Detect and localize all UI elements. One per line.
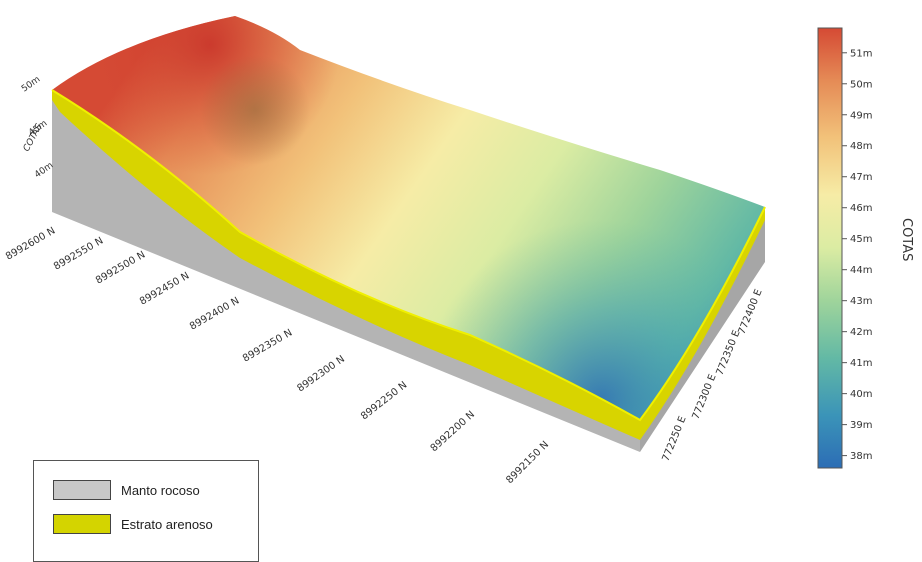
- bedrock-front-face: [52, 98, 640, 452]
- north-axis-tick: 8992450 N: [138, 270, 191, 307]
- legend-swatch-sand: [53, 514, 111, 534]
- colorbar-ramp: [817, 27, 843, 469]
- legend-label-sand: Estrato arenoso: [121, 516, 213, 532]
- colorbar-tick-label: 44m: [850, 265, 872, 276]
- surface-shade-bowl: [52, 16, 765, 420]
- east-axis-tick: 772250 E: [661, 415, 689, 463]
- east-axis-tick: 772350 E: [715, 329, 743, 377]
- colorbar-tick-label: 45m: [850, 234, 872, 245]
- colorbar-tick-label: 50m: [850, 79, 872, 90]
- north-axis-tick: 8992400 N: [188, 295, 241, 332]
- colorbar-tick-label: 49m: [850, 110, 872, 121]
- legend-swatch-bedrock: [53, 480, 111, 500]
- colorbar-tick-label: 40m: [850, 389, 872, 400]
- colorbar-tick-label: 42m: [850, 327, 872, 338]
- colorbar-tick-label: 48m: [850, 141, 872, 152]
- north-axis-tick: 8992300 N: [295, 354, 347, 395]
- north-axis-tick: 8992200 N: [429, 409, 477, 454]
- z-axis-title: COTAS: [22, 122, 45, 153]
- sand-front-band: [52, 90, 640, 440]
- colorbar-tick-label: 41m: [850, 358, 872, 369]
- colorbar-tick-label: 46m: [850, 203, 872, 214]
- north-axis-tick: 8992550 N: [52, 235, 105, 272]
- north-axis-tick: 8992150 N: [504, 439, 551, 486]
- north-axis-tick: 8992350 N: [241, 327, 294, 364]
- z-axis: 50m 45m 40m COTAS: [20, 75, 55, 181]
- colorbar-title: COTAS: [899, 218, 914, 261]
- z-axis-tick: 50m: [20, 75, 42, 95]
- east-axis-tick: 772300 E: [691, 373, 719, 421]
- colorbar-tick-label: 38m: [850, 451, 872, 462]
- north-axis-tick: 8992500 N: [94, 249, 147, 286]
- legend: Manto rocoso Estrato arenoso: [33, 460, 259, 562]
- colorbar-tick-label: 51m: [850, 48, 872, 59]
- colorbar-tick-label: 47m: [850, 172, 872, 183]
- colorbar-ticks: 51m 50m 49m 48m 47m 46m 45m 44m 43m 42m 41m 40m 39m 3…: [842, 48, 872, 462]
- colorbar-tick-label: 39m: [850, 420, 872, 431]
- sand-end-band: [640, 207, 765, 440]
- z-axis-tick: 40m: [33, 161, 55, 181]
- legend-item-bedrock: Manto rocoso: [53, 479, 200, 501]
- legend-item-sand: Estrato arenoso: [53, 513, 213, 535]
- north-axis-tick: 8992600 N: [4, 225, 57, 262]
- surface-edge-front: [51, 89, 766, 422]
- north-axis-tick: 8992250 N: [359, 380, 409, 423]
- legend-label-bedrock: Manto rocoso: [121, 482, 200, 498]
- colorbar-tick-label: 43m: [850, 296, 872, 307]
- colorbar: 51m 50m 49m 48m 47m 46m 45m 44m 43m 42m 41m 40m 39m 3…: [817, 27, 914, 469]
